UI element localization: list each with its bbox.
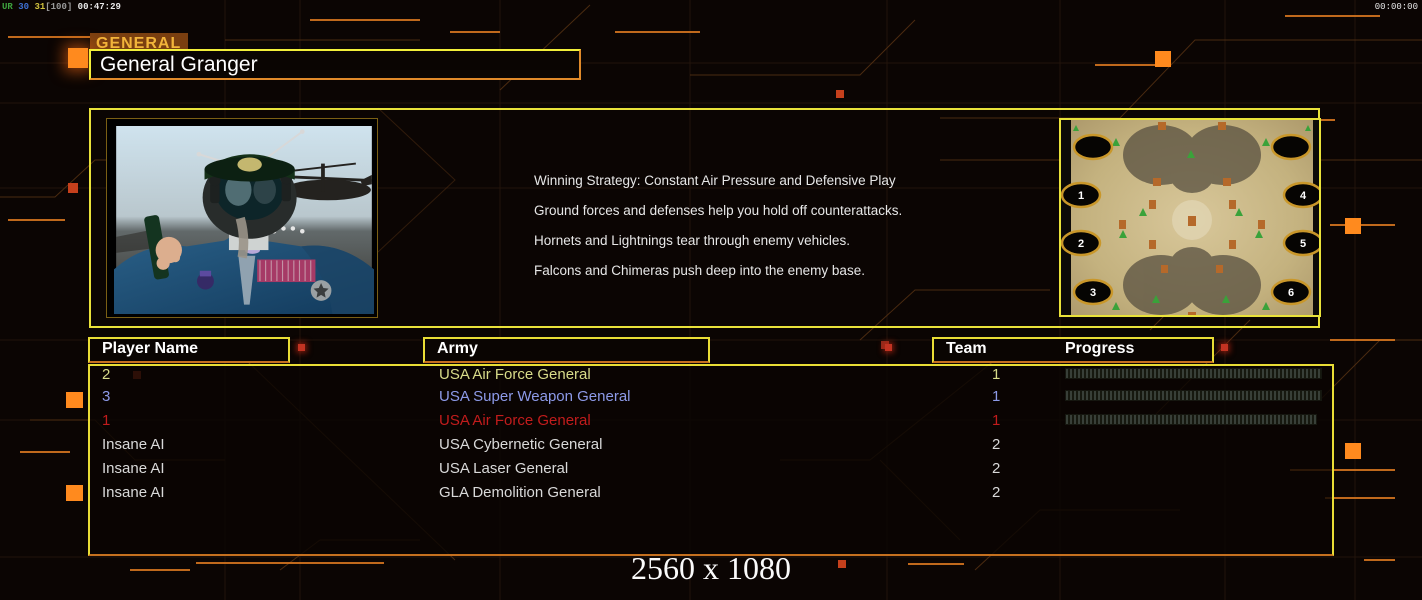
svg-text:2: 2 bbox=[1078, 238, 1084, 250]
svg-text:5: 5 bbox=[1300, 238, 1306, 250]
svg-text:3: 3 bbox=[1090, 287, 1096, 299]
svg-text:1: 1 bbox=[1078, 190, 1084, 202]
svg-text:4: 4 bbox=[1300, 190, 1307, 202]
svg-text:6: 6 bbox=[1288, 287, 1294, 299]
